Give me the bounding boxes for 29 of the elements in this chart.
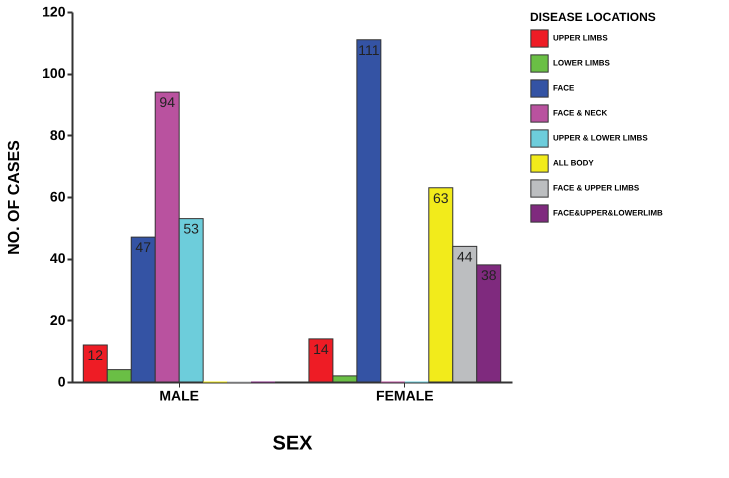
- legend-label: FACE&UPPER&LOWERLIMB: [553, 208, 663, 218]
- legend-label: ALL BODY: [553, 158, 594, 168]
- legend-title: DISEASE LOCATIONS: [530, 10, 656, 24]
- legend-label: UPPER LIMBS: [553, 34, 608, 42]
- data-label: 38: [480, 266, 497, 283]
- data-label: 14: [313, 340, 329, 357]
- legend-label: FACE & NECK: [553, 108, 608, 118]
- y-tick-label: 80: [50, 126, 66, 143]
- legend-label: FACE & UPPER LIMBS: [553, 184, 640, 192]
- y-tick-label: 0: [58, 374, 66, 390]
- x-tick-label: FEMALE: [376, 388, 434, 404]
- y-tick-label: 100: [42, 65, 66, 82]
- y-tick-label: 120: [42, 4, 66, 20]
- x-axis-title: SEX: [272, 432, 314, 454]
- y-tick-label: 60: [50, 188, 66, 204]
- y-tick-label: 40: [50, 250, 66, 266]
- data-label: 47: [135, 239, 152, 256]
- y-tick-label: 20: [50, 312, 66, 328]
- x-tick-label: MALE: [159, 388, 200, 404]
- legend-label: FACE: [553, 84, 575, 92]
- data-label: 12: [87, 347, 104, 363]
- legend-label: UPPER & LOWER LIMBS: [553, 134, 648, 142]
- legend-label: LOWER LIMBS: [553, 58, 611, 68]
- y-axis-title: NO. OF CASES: [6, 140, 24, 255]
- data-label: 111: [358, 42, 380, 58]
- data-label: 94: [159, 94, 176, 110]
- data-label: 63: [432, 190, 449, 206]
- data-label: 44: [456, 248, 473, 264]
- data-label: 53: [183, 220, 200, 237]
